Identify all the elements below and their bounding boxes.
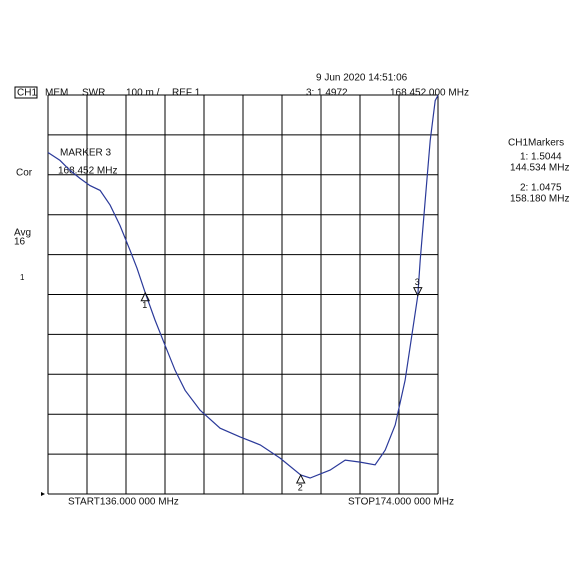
ref-pointer	[41, 492, 45, 496]
panel-freq: 158.180 MHz	[510, 194, 569, 205]
marker-tag: 2	[298, 482, 303, 492]
side-label: Cor	[16, 168, 33, 179]
stop-label: STOP174.000 000 MHz	[348, 497, 454, 508]
side-label: 16	[14, 237, 26, 248]
header-item: REF 1	[172, 88, 201, 99]
active-marker-label: 3:	[306, 88, 314, 99]
active-marker-value: 1.4972	[317, 88, 348, 99]
marker	[412, 287, 423, 297]
ref-label: 1	[20, 273, 25, 282]
header-item: CH1	[17, 88, 37, 99]
marker	[140, 291, 151, 302]
active-marker-freq: 168.452 000 MHz	[390, 88, 469, 99]
marker-box-line: MARKER 3	[60, 148, 112, 159]
start-label: START136.000 000 MHz	[68, 497, 179, 508]
panel-label: 1:	[520, 152, 528, 163]
panel-freq: 144.534 MHz	[510, 163, 569, 174]
channel-box	[14, 86, 38, 99]
panel-label: 2:	[520, 183, 528, 194]
panel-value: 1.0475	[531, 183, 562, 194]
marker	[295, 473, 306, 484]
markers-title: CH1Markers	[508, 138, 564, 149]
marker-box-line: 168.452 MHz	[58, 166, 117, 177]
header-item: 100 m /	[126, 88, 160, 99]
header-item: MEM	[45, 88, 68, 99]
trace	[47, 94, 439, 479]
marker-tag: 1	[142, 300, 147, 310]
side-label: Avg	[14, 228, 31, 239]
timestamp: 9 Jun 2020 14:51:06	[316, 73, 408, 84]
panel-value: 1.5044	[531, 152, 562, 163]
marker-tag: 3	[415, 277, 420, 287]
header-item: SWR	[82, 88, 105, 99]
